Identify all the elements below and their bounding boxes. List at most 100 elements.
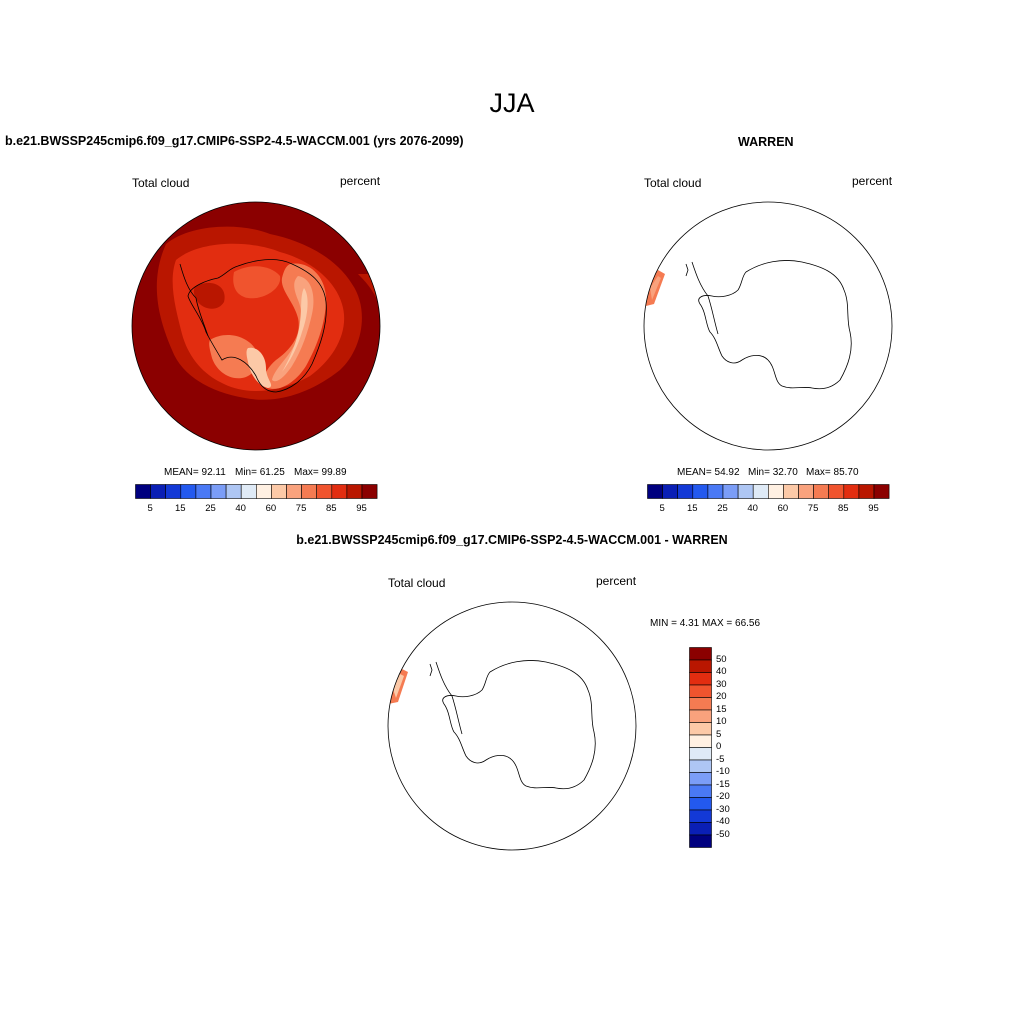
- colorbar-tick-label: 30: [716, 678, 727, 690]
- colorbar-tick-label: 0: [716, 741, 722, 752]
- colorbar-tick-label: 40: [235, 503, 246, 514]
- colorbar-box: [689, 684, 712, 698]
- colorbar-tick-label: 75: [295, 503, 307, 514]
- panel2-max: Max= 85.70: [806, 467, 859, 478]
- colorbar-box: [346, 484, 363, 499]
- colorbar-tick-label: 40: [716, 666, 727, 677]
- colorbar-box: [180, 484, 197, 499]
- colorbar-tick-label: 15: [716, 703, 727, 715]
- colorbar-box: [843, 484, 860, 499]
- panel3-units-label: percent: [596, 574, 637, 588]
- colorbar-box: [737, 484, 754, 499]
- colorbar-tick-label: 85: [326, 503, 337, 514]
- panel1-units-label: percent: [340, 174, 381, 188]
- colorbar-box: [286, 484, 302, 499]
- colorbar-box: [150, 484, 167, 499]
- colorbar-tick-label: 5: [716, 728, 722, 740]
- colorbar-box: [331, 484, 348, 499]
- colorbar-tick-label: -40: [716, 816, 730, 827]
- colorbar-box: [813, 484, 830, 499]
- colorbar-box: [195, 484, 212, 499]
- colorbar-box: [647, 484, 663, 499]
- colorbar-box: [692, 484, 709, 499]
- panel3-map: [387, 601, 637, 851]
- panel1-mean: MEAN= 92.11: [164, 467, 226, 478]
- colorbar-box: [135, 484, 151, 499]
- panel1-max: Max= 99.89: [294, 467, 347, 478]
- colorbar-tick-label: -30: [716, 803, 730, 815]
- colorbar-tick-label: -50: [716, 828, 730, 840]
- figure-title: JJA: [489, 88, 535, 118]
- colorbar-tick-label: 50: [716, 653, 727, 665]
- colorbar-box: [689, 834, 712, 848]
- colorbar-tick-label: 25: [205, 503, 216, 514]
- colorbar-box: [752, 484, 769, 499]
- colorbar-box: [689, 784, 712, 798]
- colorbar-box: [722, 484, 739, 499]
- colorbar-box: [873, 484, 890, 499]
- colorbar-tick-label: 85: [838, 503, 849, 514]
- panel3-minmax: MIN = 4.31 MAX = 66.56: [650, 618, 761, 629]
- colorbar-box: [256, 484, 272, 499]
- colorbar-tick-label: 95: [868, 503, 879, 514]
- colorbar-box: [783, 484, 799, 499]
- colorbar-box: [798, 484, 814, 499]
- colorbar-box: [768, 484, 784, 499]
- panel1-min: Min= 61.25: [235, 467, 285, 478]
- colorbar-box: [689, 772, 712, 786]
- colorbar-box: [316, 484, 333, 499]
- colorbar-box: [240, 484, 257, 499]
- panel2-title: WARREN: [738, 135, 794, 149]
- colorbar-box: [828, 484, 845, 499]
- colorbar-tick-label: -10: [716, 766, 730, 777]
- panel1-map: [131, 201, 381, 451]
- colorbar-box: [689, 659, 712, 673]
- colorbar-box: [689, 747, 712, 761]
- colorbar-box: [165, 484, 182, 499]
- colorbar-box: [689, 797, 712, 811]
- panel1-colorbar-labels: 5 15 25 40 60 75 85 95: [135, 503, 377, 517]
- colorbar-box: [707, 484, 724, 499]
- colorbar-tick-label: 15: [687, 503, 698, 514]
- colorbar-box: [858, 484, 875, 499]
- colorbar-box: [689, 759, 712, 773]
- panel1-variable-label: Total cloud: [132, 176, 190, 190]
- colorbar-box: [689, 647, 712, 661]
- colorbar-tick-label: 25: [717, 503, 728, 514]
- colorbar-box: [689, 697, 712, 711]
- colorbar-box: [301, 484, 318, 499]
- panel3-colorbar-labels: 50 40 30 20 15 10 5 0 -5 -10 -15 -20 -30 -40 -50: [716, 647, 756, 847]
- colorbar-box: [677, 484, 694, 499]
- colorbar-box: [689, 709, 712, 723]
- colorbar-tick-label: 15: [175, 503, 186, 514]
- panel2-mean: MEAN= 54.92: [677, 467, 740, 478]
- colorbar-box: [225, 484, 242, 499]
- panel2-colorbar: [647, 484, 890, 499]
- colorbar-box: [689, 822, 712, 836]
- colorbar-tick-label: 60: [777, 503, 789, 514]
- colorbar-box: [689, 809, 712, 823]
- panel2-units-label: percent: [852, 174, 893, 188]
- colorbar-box: [662, 484, 679, 499]
- colorbar-box: [271, 484, 287, 499]
- colorbar-box: [689, 734, 712, 748]
- panel2-variable-label: Total cloud: [644, 176, 702, 190]
- panel3-variable-label: Total cloud: [388, 576, 446, 590]
- panel2-map: [643, 201, 893, 451]
- colorbar-tick-label: 10: [716, 716, 727, 727]
- colorbar-tick-label: 5: [659, 503, 665, 514]
- colorbar-box: [689, 672, 712, 686]
- colorbar-box: [210, 484, 227, 499]
- panel1-colorbar: [135, 484, 378, 499]
- colorbar-tick-label: 75: [807, 503, 819, 514]
- colorbar-tick-label: 40: [747, 503, 758, 514]
- colorbar-box: [689, 722, 712, 736]
- panel3-colorbar: [689, 647, 712, 848]
- colorbar-tick-label: -15: [716, 778, 730, 790]
- colorbar-tick-label: 20: [716, 691, 727, 702]
- colorbar-tick-label: 60: [265, 503, 277, 514]
- panel2-min: Min= 32.70: [748, 467, 798, 478]
- panel2-colorbar-labels: 5 15 25 40 60 75 85 95: [647, 503, 889, 517]
- colorbar-tick-label: 95: [356, 503, 367, 514]
- colorbar-tick-label: 5: [147, 503, 153, 514]
